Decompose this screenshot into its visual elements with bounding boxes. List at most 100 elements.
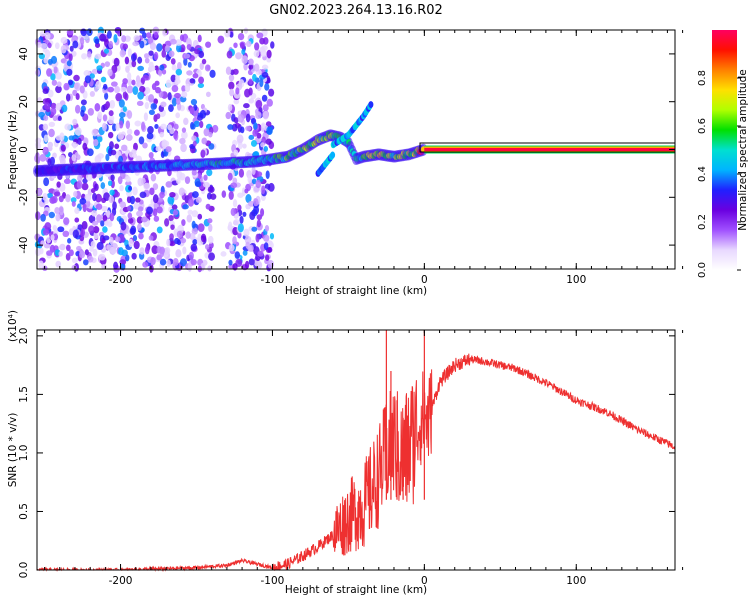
noise-cell [95, 203, 103, 210]
noise-cell [263, 242, 269, 251]
noise-cell [142, 74, 149, 81]
noise-cell [60, 144, 66, 152]
noise-cell [190, 98, 198, 106]
noise-cell [114, 143, 120, 150]
noise-cell [201, 137, 208, 145]
noise-cell [243, 103, 250, 109]
y-tick-label: 1.0 [18, 445, 30, 462]
noise-cell [151, 245, 159, 255]
noise-cell [181, 91, 188, 98]
noise-cell [35, 69, 41, 77]
snr-multiplier: (x10⁴) [7, 310, 19, 342]
noise-cell [153, 51, 159, 61]
noise-cell [90, 240, 96, 249]
noise-cell [150, 65, 156, 72]
noise-cell [74, 217, 80, 223]
noise-cell [109, 189, 115, 196]
noise-cell [125, 65, 130, 73]
noise-cell [164, 44, 170, 53]
noise-cell [82, 178, 88, 184]
noise-cell [67, 238, 72, 244]
noise-cell [125, 120, 131, 129]
noise-cell [197, 82, 205, 89]
noise-cell [260, 208, 265, 217]
noise-cell [228, 191, 234, 200]
noise-cell [87, 255, 94, 263]
noise-cell [251, 166, 256, 176]
noise-cell [68, 249, 74, 257]
noise-cell [205, 244, 210, 250]
noise-cell [85, 200, 91, 208]
noise-cell [186, 43, 192, 50]
noise-cell [120, 263, 126, 271]
noise-cell [81, 182, 89, 191]
noise-cell [228, 74, 235, 82]
noise-cell [72, 118, 78, 126]
noise-cell [136, 216, 143, 224]
noise-cell [53, 66, 58, 74]
noise-cell [128, 185, 133, 191]
noise-cell [241, 48, 246, 55]
noise-cell [156, 226, 163, 234]
x-tick-label: -100 [261, 575, 285, 587]
noise-cell [220, 251, 227, 257]
noise-cell [47, 58, 53, 65]
noise-cell [82, 203, 87, 213]
noise-cell [119, 184, 124, 192]
noise-cell [197, 213, 203, 220]
noise-cell [248, 64, 254, 70]
noise-cell [97, 111, 103, 120]
noise-cell [61, 104, 68, 113]
noise-cell [265, 254, 270, 261]
noise-cell [37, 97, 42, 103]
noise-cell [261, 94, 268, 102]
noise-cell [159, 258, 167, 266]
noise-cell [93, 230, 99, 240]
noise-cell [115, 122, 120, 132]
noise-cell [242, 143, 247, 149]
noise-cell [237, 223, 244, 233]
noise-cell [111, 64, 118, 74]
noise-cell [174, 78, 181, 85]
noise-cell [207, 131, 213, 138]
noise-cell [187, 209, 194, 215]
noise-cell [171, 85, 179, 93]
noise-cell [233, 149, 239, 156]
noise-cell [46, 68, 53, 77]
noise-cell [58, 206, 64, 213]
noise-cell [102, 83, 108, 90]
noise-cell [137, 206, 144, 212]
noise-cell [256, 214, 263, 221]
noise-cell [233, 218, 240, 226]
noise-cell [108, 110, 114, 117]
noise-cell [76, 245, 82, 251]
noise-cell [56, 181, 61, 188]
noise-cell [74, 104, 81, 114]
noise-cell [94, 183, 99, 192]
noise-cell [197, 223, 205, 232]
spectrogram-ylabel: Frequency (Hz) [7, 110, 19, 189]
noise-cell [119, 201, 126, 208]
noise-cell [106, 210, 111, 218]
noise-cell [124, 35, 131, 42]
noise-cell [173, 131, 178, 140]
noise-cell [58, 250, 63, 257]
noise-cell [237, 113, 245, 123]
noise-cell [138, 232, 144, 240]
noise-cell [108, 40, 114, 49]
noise-cell [44, 222, 52, 231]
colorbar-label: Normalized spectral amplitude [737, 69, 749, 230]
noise-cell [68, 228, 74, 236]
noise-cell [152, 208, 158, 217]
noise-cell [169, 191, 176, 198]
noise-cell [171, 64, 177, 71]
noise-cell [189, 106, 195, 115]
noise-cell [183, 53, 191, 59]
snr-axes: -200 -100 0 100 0.0 0.5 1.0 1.5 2.0 [18, 328, 684, 587]
noise-cell [252, 129, 258, 137]
noise-cell [80, 228, 85, 237]
noise-cell [92, 192, 97, 202]
noise-cell [84, 249, 89, 256]
noise-cell [224, 29, 231, 38]
noise-cell [109, 141, 114, 150]
